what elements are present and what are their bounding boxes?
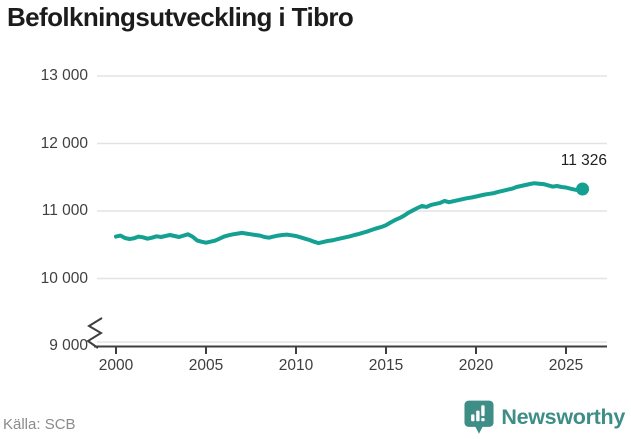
y-tick-label: 11 000: [41, 202, 88, 219]
x-tick-label: 2005: [188, 357, 224, 374]
y-tick-label: 9 000: [49, 337, 88, 354]
x-tick-label: 2025: [548, 357, 584, 374]
latest-value-label: 11 326: [560, 152, 607, 169]
source-label: Källa: SCB: [3, 416, 76, 433]
brand-name: Newsworthy: [501, 404, 625, 429]
y-tick-label: 10 000: [40, 269, 88, 287]
latest-point-marker: [576, 182, 590, 196]
x-tick-label: 2000: [98, 357, 134, 374]
y-tick-label: 13 000: [40, 67, 88, 84]
x-tick-label: 2020: [458, 357, 494, 374]
population-line: [114, 181, 585, 246]
axis-break-icon: [86, 317, 103, 349]
newsworthy-badge-icon: [464, 400, 494, 434]
chart-title: Befolkningsutveckling i Tibro: [7, 2, 354, 32]
y-tick-label: 12 000: [40, 134, 88, 152]
x-tick-label: 2015: [368, 357, 404, 374]
newsworthy-logo[interactable]: Newsworthy: [464, 399, 625, 435]
x-tick-label: 2010: [278, 357, 314, 374]
